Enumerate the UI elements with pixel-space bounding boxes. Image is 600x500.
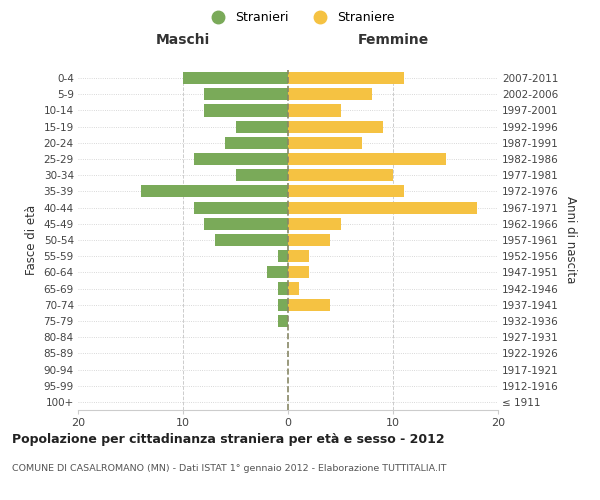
- Bar: [288, 120, 383, 132]
- Bar: [288, 234, 330, 246]
- Bar: [288, 266, 309, 278]
- Bar: [277, 250, 288, 262]
- Text: Popolazione per cittadinanza straniera per età e sesso - 2012: Popolazione per cittadinanza straniera p…: [12, 432, 445, 446]
- Bar: [288, 72, 404, 84]
- Bar: [288, 282, 299, 294]
- Bar: [288, 153, 445, 165]
- Bar: [288, 250, 309, 262]
- Bar: [193, 153, 288, 165]
- Text: COMUNE DI CASALROMANO (MN) - Dati ISTAT 1° gennaio 2012 - Elaborazione TUTTITALI: COMUNE DI CASALROMANO (MN) - Dati ISTAT …: [12, 464, 446, 473]
- Text: Femmine: Femmine: [358, 34, 428, 48]
- Bar: [215, 234, 288, 246]
- Bar: [141, 186, 288, 198]
- Bar: [288, 202, 477, 213]
- Bar: [267, 266, 288, 278]
- Bar: [277, 282, 288, 294]
- Y-axis label: Fasce di età: Fasce di età: [25, 205, 38, 275]
- Bar: [235, 120, 288, 132]
- Text: Maschi: Maschi: [156, 34, 210, 48]
- Bar: [288, 104, 341, 117]
- Bar: [193, 202, 288, 213]
- Y-axis label: Anni di nascita: Anni di nascita: [565, 196, 577, 284]
- Bar: [183, 72, 288, 84]
- Bar: [288, 186, 404, 198]
- Bar: [288, 88, 372, 101]
- Bar: [277, 298, 288, 311]
- Bar: [225, 137, 288, 149]
- Bar: [288, 298, 330, 311]
- Bar: [288, 137, 361, 149]
- Bar: [235, 169, 288, 181]
- Bar: [204, 104, 288, 117]
- Legend: Stranieri, Straniere: Stranieri, Straniere: [200, 6, 400, 29]
- Bar: [277, 315, 288, 327]
- Bar: [204, 88, 288, 101]
- Bar: [204, 218, 288, 230]
- Bar: [288, 169, 393, 181]
- Bar: [288, 218, 341, 230]
